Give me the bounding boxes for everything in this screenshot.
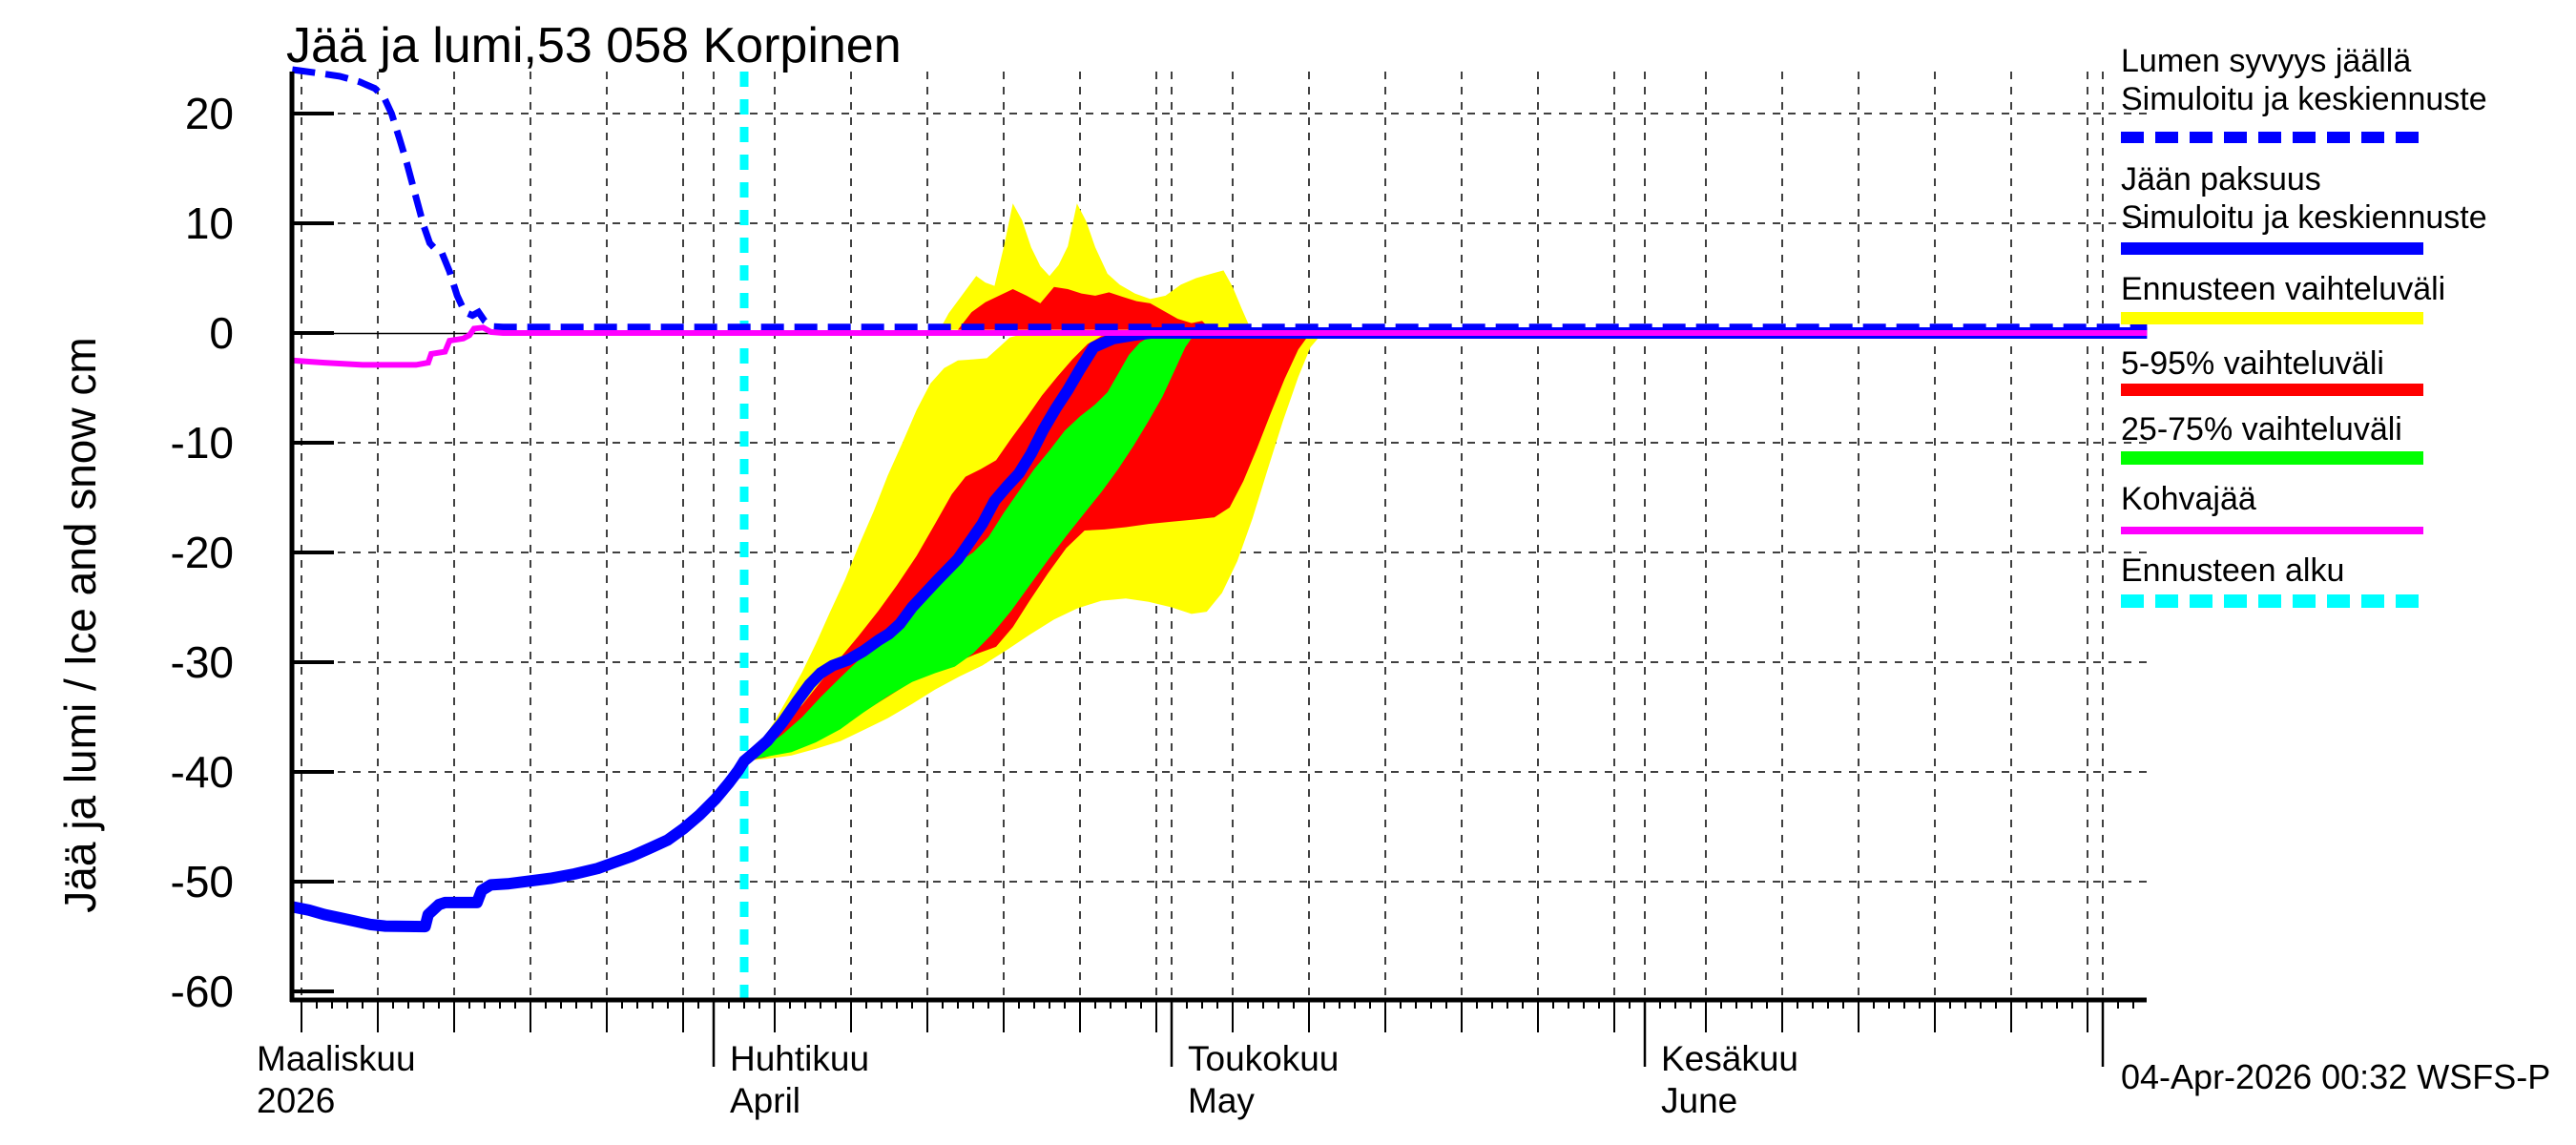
y-tick-label: -10	[170, 418, 234, 468]
legend-label: Simuloitu ja keskiennuste	[2121, 199, 2487, 236]
legend-label: Ennusteen vaihteluväli	[2121, 271, 2446, 307]
legend-sample-magenta	[2121, 527, 2423, 534]
y-tick-label: 0	[209, 308, 234, 358]
legend-label: Jään paksuus	[2121, 161, 2321, 198]
kohvajaa-line	[292, 324, 2148, 368]
legend-label: Kohvajää	[2121, 481, 2256, 517]
month-name-fi: Kesäkuu	[1661, 1039, 1798, 1078]
legend-label: 25-75% vaihteluväli	[2121, 411, 2402, 448]
month-name-fi: Maaliskuu	[257, 1039, 416, 1078]
legend-label: Lumen syvyys jäällä	[2121, 43, 2412, 79]
legend-sample-red	[2121, 384, 2423, 396]
y-tick-label: 20	[184, 89, 234, 138]
y-tick-label: -20	[170, 528, 234, 577]
month-label-april: Huhtikuu April	[730, 1038, 869, 1122]
legend-sample-cyan-dashed	[2121, 594, 2423, 608]
y-tick-label: -40	[170, 747, 234, 797]
y-tick-label: -50	[170, 857, 234, 906]
ice-thickness-line	[291, 327, 2148, 933]
legend-sample-green	[2121, 451, 2423, 465]
month-name-fi: Toukokuu	[1188, 1039, 1340, 1078]
ice_25_75_green-band	[744, 336, 1194, 761]
legend-sample-yellow	[2121, 312, 2423, 324]
month-name-fi: Huhtikuu	[730, 1039, 870, 1078]
y-tick-label: -60	[170, 967, 234, 1016]
month-label-june: Kesäkuu June	[1661, 1038, 1798, 1122]
month-name-en: 2026	[257, 1081, 336, 1120]
legend-sample-blue	[2121, 242, 2423, 255]
legend-label: 5-95% vaihteluväli	[2121, 345, 2384, 382]
y-tick-label: -30	[170, 637, 234, 687]
legend-label: Simuloitu ja keskiennuste	[2121, 81, 2487, 117]
month-label-may: Toukokuu May	[1188, 1038, 1339, 1122]
timestamp-label: 04-Apr-2026 00:32 WSFS-P	[2121, 1057, 2551, 1096]
month-name-en: June	[1661, 1081, 1738, 1120]
snow_5_95_red-band	[958, 286, 1212, 330]
snow-depth-line	[291, 66, 2148, 331]
legend-sample-blue-dashed	[2121, 132, 2423, 143]
page-title: Jää ja lumi,53 058 Korpinen	[286, 18, 902, 73]
month-label-2026: Maaliskuu 2026	[257, 1038, 416, 1122]
y-tick-label: 10	[184, 198, 234, 248]
month-name-en: April	[730, 1081, 801, 1120]
month-name-en: May	[1188, 1081, 1255, 1120]
legend-label: Ennusteen alku	[2121, 552, 2345, 589]
